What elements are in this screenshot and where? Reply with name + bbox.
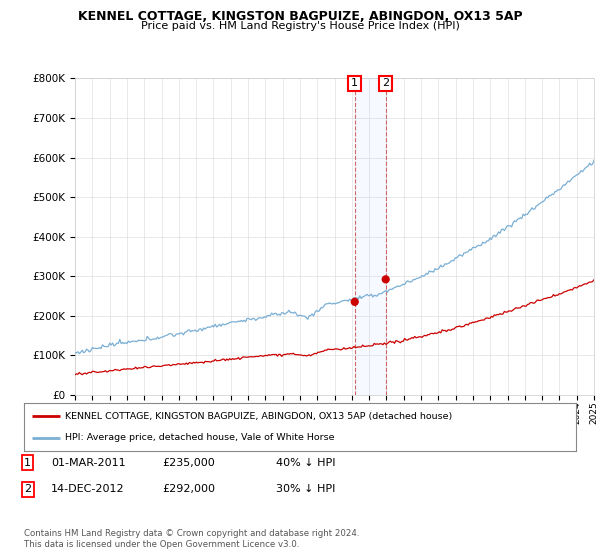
Text: 14-DEC-2012: 14-DEC-2012 xyxy=(51,484,125,494)
Text: 30% ↓ HPI: 30% ↓ HPI xyxy=(276,484,335,494)
Text: 2: 2 xyxy=(382,78,389,88)
Text: 1: 1 xyxy=(351,78,358,88)
Text: 2: 2 xyxy=(24,484,31,494)
Point xyxy=(350,297,359,306)
Bar xyxy=(355,78,386,395)
Text: 1: 1 xyxy=(24,458,31,468)
Text: KENNEL COTTAGE, KINGSTON BAGPUIZE, ABINGDON, OX13 5AP: KENNEL COTTAGE, KINGSTON BAGPUIZE, ABING… xyxy=(77,10,523,23)
Text: Price paid vs. HM Land Registry's House Price Index (HPI): Price paid vs. HM Land Registry's House … xyxy=(140,21,460,31)
Text: HPI: Average price, detached house, Vale of White Horse: HPI: Average price, detached house, Vale… xyxy=(65,433,335,442)
Text: £292,000: £292,000 xyxy=(162,484,215,494)
Text: Contains HM Land Registry data © Crown copyright and database right 2024.
This d: Contains HM Land Registry data © Crown c… xyxy=(24,529,359,549)
Text: £235,000: £235,000 xyxy=(162,458,215,468)
Text: KENNEL COTTAGE, KINGSTON BAGPUIZE, ABINGDON, OX13 5AP (detached house): KENNEL COTTAGE, KINGSTON BAGPUIZE, ABING… xyxy=(65,412,452,421)
Text: 40% ↓ HPI: 40% ↓ HPI xyxy=(276,458,335,468)
Text: 01-MAR-2011: 01-MAR-2011 xyxy=(51,458,125,468)
Point xyxy=(381,275,391,284)
